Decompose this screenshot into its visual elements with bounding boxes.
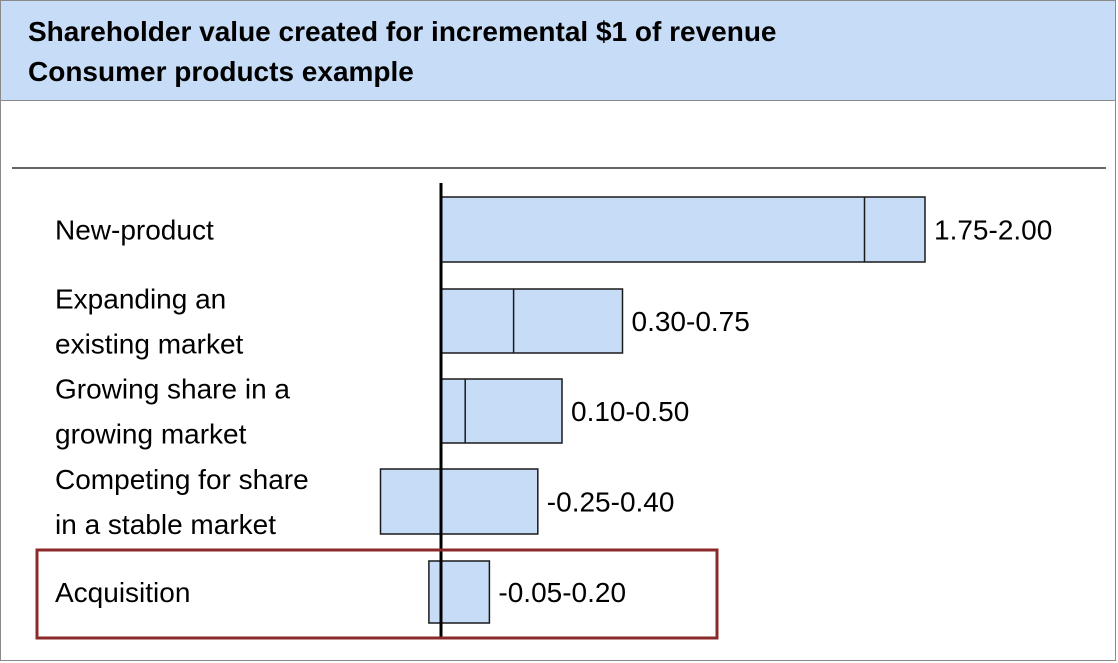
value-label-0: 1.75-2.00 bbox=[934, 215, 1052, 246]
category-label-3-1: in a stable market bbox=[55, 509, 276, 540]
category-label-2-1: growing market bbox=[55, 419, 247, 450]
bar-0 bbox=[440, 196, 926, 263]
category-label-0-0: New-product bbox=[55, 215, 214, 246]
bar-3 bbox=[379, 468, 539, 535]
value-label-1: 0.30-0.75 bbox=[632, 306, 750, 337]
value-label-4: -0.05-0.20 bbox=[498, 577, 626, 608]
highlight-box bbox=[35, 548, 719, 640]
value-label-3: -0.25-0.40 bbox=[547, 487, 675, 518]
category-label-1-1: existing market bbox=[55, 329, 244, 360]
category-label-1-0: Expanding an bbox=[55, 284, 226, 315]
chart-title: Shareholder value created for incrementa… bbox=[28, 16, 777, 47]
bar-1 bbox=[440, 288, 624, 354]
bar-2 bbox=[440, 378, 563, 444]
bar-4 bbox=[428, 560, 491, 624]
chart-header: Shareholder value created for incrementa… bbox=[1, 1, 1115, 101]
value-label-2: 0.10-0.50 bbox=[571, 396, 689, 427]
category-label-4-0: Acquisition bbox=[55, 577, 190, 608]
chart-subtitle: Consumer products example bbox=[28, 56, 414, 87]
category-label-2-0: Growing share in a bbox=[55, 374, 290, 405]
category-label-3-0: Competing for share bbox=[55, 464, 309, 495]
